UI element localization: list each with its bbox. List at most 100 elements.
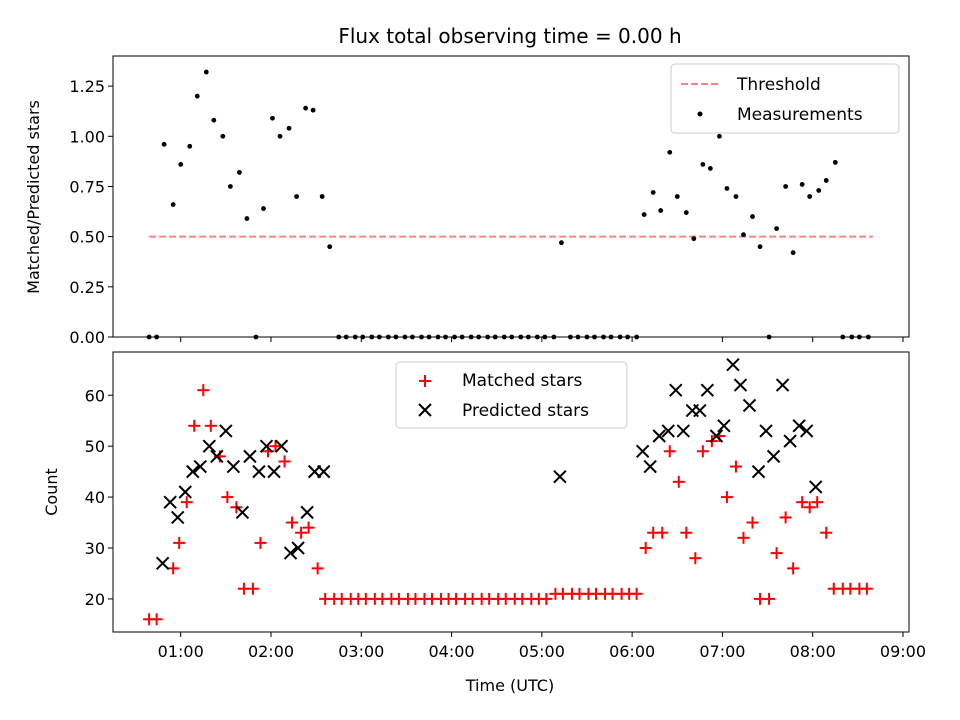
predicted-star-point <box>202 439 217 453</box>
bottom-x-tick-label: 07:00 <box>699 642 745 661</box>
legend-predicted-label: Predicted stars <box>462 401 589 421</box>
predicted-star-point <box>178 485 192 499</box>
measurement-point <box>807 194 813 199</box>
legend-measurements-label: Measurements <box>737 105 863 125</box>
bottom-y-tick-label: 20 <box>85 590 105 609</box>
measurement-point <box>161 141 167 147</box>
bottom-axes-frame <box>112 351 910 633</box>
top-axes-frame <box>112 55 910 338</box>
matched-star-point <box>680 526 693 539</box>
top-x-ticks <box>180 337 904 342</box>
measurement-point <box>559 240 564 246</box>
bottom-x-tick-label: 08:00 <box>790 642 836 661</box>
predicted-star-point <box>775 378 790 392</box>
measurement-point <box>310 107 316 113</box>
matched-star-point <box>796 496 809 509</box>
predicted-star-point <box>669 383 683 397</box>
predicted-star-point <box>283 546 298 560</box>
matched-star-point <box>173 536 186 549</box>
bottom-plot-area <box>143 358 873 626</box>
measurement-point <box>203 69 209 75</box>
matched-star-point <box>787 562 800 575</box>
measurement-point <box>327 244 333 250</box>
bottom-legend-box <box>395 361 628 429</box>
matched-star-point <box>779 511 792 524</box>
predicted-star-point <box>783 434 797 448</box>
matched-star-point <box>630 587 643 600</box>
predicted-star-point <box>643 459 657 474</box>
bottom-x-axis-label: Time (UTC) <box>465 676 554 695</box>
matched-star-point <box>770 547 783 560</box>
predicted-star-point <box>700 383 715 397</box>
matched-star-point <box>269 440 282 453</box>
measurement-point <box>674 194 680 199</box>
measurement-point <box>286 125 292 131</box>
measurement-point <box>741 232 746 238</box>
bottom-x-tick-label: 02:00 <box>248 642 294 661</box>
bottom-y-tick-label: 30 <box>85 539 105 558</box>
predicted-star-point <box>759 424 773 438</box>
predicted-star-point <box>291 541 305 555</box>
matched-star-point <box>188 419 201 432</box>
matched-star-point <box>311 562 324 575</box>
measurement-point <box>667 149 673 155</box>
measurement-point <box>244 216 250 221</box>
predicted-star-point <box>193 459 207 474</box>
predicted-star-point <box>766 449 781 464</box>
bottom-x-tick-label: 03:00 <box>338 642 384 661</box>
measurement-point <box>733 194 739 199</box>
matched-star-point <box>663 445 676 458</box>
legend-matched-label: Matched stars <box>462 371 582 391</box>
predicted-star-point <box>717 419 731 433</box>
top-y-tick-label: 1.00 <box>69 127 105 146</box>
bottom-x-tick-label: 06:00 <box>609 642 655 661</box>
measurement-point <box>774 226 779 232</box>
measurement-point <box>194 93 200 99</box>
measurement-point <box>750 214 755 219</box>
measurement-point <box>783 184 789 189</box>
top-legend: Threshold Measurements <box>670 63 900 134</box>
measurement-point <box>178 161 184 167</box>
top-panel: Flux total observing time = 0.00 h Match… <box>24 24 910 347</box>
top-y-ticks: 0.00 0.25 0.50 0.75 1.00 1.25 <box>69 77 113 347</box>
measurement-point <box>294 194 299 199</box>
measurement-point <box>277 133 283 139</box>
bottom-legend: Matched stars Predicted stars <box>395 361 628 429</box>
predicted-star-point <box>751 464 766 479</box>
predicted-star-point <box>792 419 806 433</box>
predicted-star-point <box>693 403 707 418</box>
predicted-star-point <box>210 449 224 464</box>
legend-predicted-swatch <box>418 403 432 417</box>
matched-star-point <box>221 491 234 504</box>
predicted-star-point <box>300 505 314 520</box>
predicted-star-point <box>726 358 740 372</box>
top-y-tick-label: 0.00 <box>69 328 105 347</box>
measurement-point <box>707 166 713 171</box>
matched-star-point <box>729 460 742 473</box>
matched-star-point <box>197 384 210 397</box>
measurement-point <box>303 105 309 111</box>
bottom-x-tick-label: 05:00 <box>519 642 565 661</box>
predicted-star-point <box>709 429 724 443</box>
measurement-point <box>270 115 275 121</box>
predicted-star-point <box>799 424 814 438</box>
predicted-star-point <box>243 449 257 464</box>
bottom-x-ticks: 01:00 02:00 03:00 04:00 05:00 06:00 07:00 08:00… <box>158 632 926 661</box>
legend-threshold-label: Threshold <box>736 75 821 95</box>
matched-star-point <box>811 496 824 509</box>
measurement-point <box>790 250 796 256</box>
predicted-star-point <box>163 495 177 509</box>
measurement-point <box>211 117 217 123</box>
matched-star-point <box>860 582 873 595</box>
measurement-point <box>227 184 233 189</box>
predicted-star-point <box>652 429 666 443</box>
predicted-star-point <box>267 464 281 479</box>
predicted-star-point <box>186 464 200 479</box>
measurement-point <box>261 206 266 211</box>
measurement-point <box>650 190 656 195</box>
bottom-y-tick-label: 40 <box>85 488 105 507</box>
measurement-point <box>823 178 829 183</box>
matched-star-point <box>295 526 308 539</box>
matched-star-point <box>672 475 685 488</box>
measurement-point <box>700 161 706 167</box>
